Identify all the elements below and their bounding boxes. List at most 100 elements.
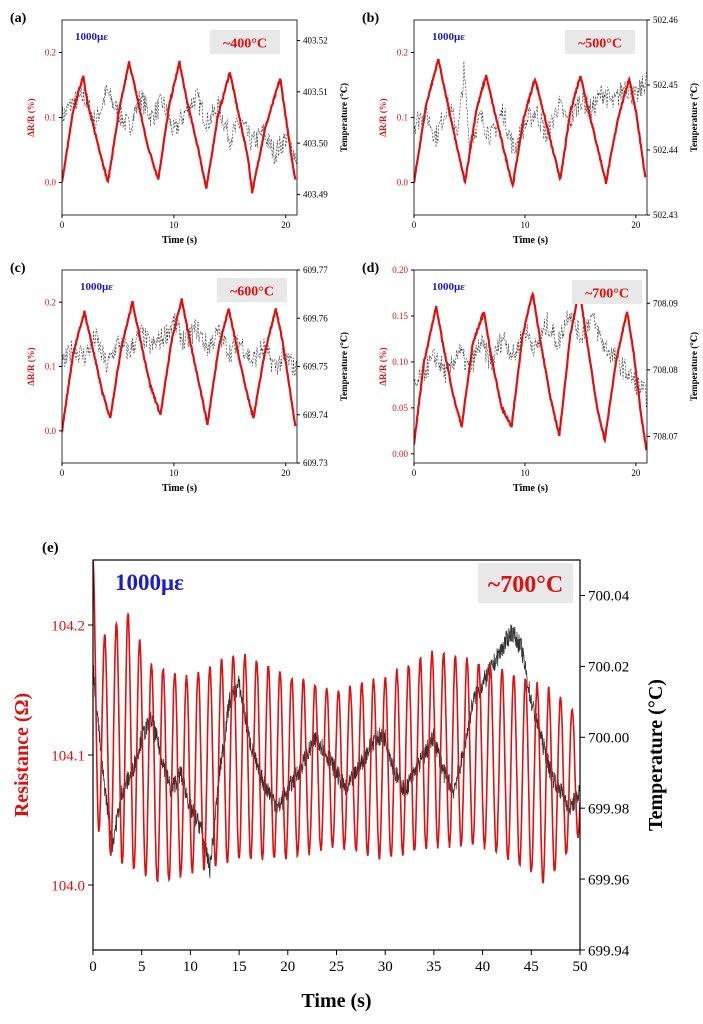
panel-a: 0 10 20 0.0 0.1 0.2 403.49 403.50 403.51 403.52 Ti… bbox=[10, 11, 349, 246]
temp-badge-bg-e bbox=[478, 563, 573, 603]
x-tick-label-a: 10 bbox=[169, 220, 179, 230]
y-left-tick-label-a: 0.2 bbox=[45, 48, 56, 58]
x-tick-label-a: 0 bbox=[60, 220, 65, 230]
y-left-axis-title-b: ΔR/R (%) bbox=[378, 98, 388, 136]
x-tick-label-e: 10 bbox=[183, 959, 198, 975]
y-right-tick-label-c: 609.73 bbox=[303, 458, 328, 468]
y-right-axis-title-e: Temperature (°C) bbox=[645, 679, 667, 831]
y-left-tick-label-c: 0.1 bbox=[45, 362, 56, 372]
temperature-line-a bbox=[62, 84, 297, 165]
panel-c: 0 10 20 0.0 0.1 0.2 609.73 609.74 609.75 609.76 60… bbox=[10, 261, 349, 494]
x-tick-label-a: 20 bbox=[281, 220, 291, 230]
x-tick-label-e: 20 bbox=[280, 959, 295, 975]
panel-e: 0 5 10 15 20 25 30 35 40 45 50 104.0 104.1 104.2 699.9… bbox=[11, 540, 667, 1012]
y-right-tick-label-e: 700.02 bbox=[588, 660, 629, 676]
axes-frame-d bbox=[413, 269, 648, 464]
x-tick-label-b: 10 bbox=[520, 220, 530, 230]
temp-badge-bg-c bbox=[217, 278, 287, 302]
x-tick-label-e: 40 bbox=[475, 959, 490, 975]
y-left-tick-label-a: 0.0 bbox=[45, 178, 57, 188]
x-tick-label-c: 10 bbox=[169, 468, 179, 478]
x-tick-label-e: 5 bbox=[138, 959, 146, 975]
y-left-tick-label-d: 0.10 bbox=[392, 357, 408, 367]
temp-badge-bg-a bbox=[210, 30, 280, 54]
y-right-tick-label-a: 403.49 bbox=[303, 190, 328, 200]
x-tick-label-d: 0 bbox=[412, 468, 417, 478]
y-left-tick-label-e: 104.1 bbox=[51, 748, 85, 764]
y-left-tick-label-e: 104.2 bbox=[51, 618, 85, 634]
y-right-axis-title-d: Temperature (℃) bbox=[689, 332, 699, 401]
strain-label-c: 1000με bbox=[80, 281, 113, 293]
x-tick-label-e: 15 bbox=[232, 959, 247, 975]
y-right-tick-label-c: 609.77 bbox=[303, 265, 328, 275]
y-right-tick-label-e: 699.98 bbox=[588, 801, 629, 817]
y-right-tick-label-b: 502.43 bbox=[653, 210, 678, 220]
temp-badge-d: ~700°C bbox=[585, 286, 629, 301]
y-left-axis-title-a: ΔR/R (%) bbox=[26, 98, 36, 136]
temp-badge-bg-d bbox=[572, 280, 642, 304]
y-left-axis-title-c: ΔR/R (%) bbox=[26, 347, 36, 385]
y-right-tick-label-a: 403.50 bbox=[303, 138, 328, 148]
resistance-line-c bbox=[62, 298, 297, 433]
x-axis-title-d: Time (s) bbox=[513, 483, 548, 494]
x-axis-title-c: Time (s) bbox=[162, 483, 197, 494]
temp-badge-e: ~700°C bbox=[488, 572, 563, 598]
temperature-line-e bbox=[93, 624, 580, 879]
y-left-tick-label-d: 0.15 bbox=[392, 311, 408, 321]
y-left-tick-label-c: 0.2 bbox=[45, 297, 56, 307]
y-right-tick-label-e: 699.96 bbox=[588, 872, 630, 888]
temperature-line-c bbox=[62, 313, 297, 379]
x-axis-title-b: Time (s) bbox=[513, 235, 548, 246]
resistance-line-b bbox=[414, 58, 647, 189]
y-left-tick-label-c: 0.0 bbox=[45, 426, 57, 436]
resistance-line-a bbox=[62, 60, 297, 194]
x-tick-label-b: 0 bbox=[412, 220, 417, 230]
x-tick-label-e: 50 bbox=[573, 959, 588, 975]
temp-badge-bg-b bbox=[565, 30, 635, 54]
y-left-tick-label-b: 0.1 bbox=[397, 113, 408, 123]
y-right-tick-label-d: 708.07 bbox=[653, 432, 678, 442]
x-tick-label-e: 35 bbox=[426, 959, 441, 975]
resistance-line-e bbox=[93, 560, 580, 884]
x-axis-title-a: Time (s) bbox=[162, 235, 197, 246]
strain-label-b: 1000με bbox=[432, 31, 465, 43]
y-right-tick-label-d: 708.09 bbox=[653, 298, 678, 308]
y-right-tick-label-b: 502.46 bbox=[653, 15, 678, 25]
x-tick-label-e: 25 bbox=[329, 959, 344, 975]
y-right-tick-label-b: 502.44 bbox=[653, 145, 678, 155]
y-right-tick-label-d: 708.08 bbox=[653, 365, 678, 375]
panel-d: 0 10 20 0.00 0.05 0.10 0.15 0.20 708.07 708.08 708… bbox=[362, 261, 699, 494]
panel-label-c: (c) bbox=[10, 261, 26, 276]
x-axis-title-e: Time (s) bbox=[301, 990, 371, 1012]
y-right-tick-label-b: 502.45 bbox=[653, 80, 678, 90]
y-left-tick-label-b: 0.2 bbox=[397, 48, 408, 58]
panel-label-e: (e) bbox=[42, 540, 59, 556]
panel-label-a: (a) bbox=[10, 11, 27, 26]
x-tick-label-e: 30 bbox=[378, 959, 393, 975]
temperature-line-d bbox=[414, 310, 647, 408]
x-tick-label-e: 45 bbox=[524, 959, 539, 975]
strain-label-d: 1000με bbox=[432, 281, 465, 293]
y-right-tick-label-a: 403.51 bbox=[303, 87, 328, 97]
y-left-axis-title-e: Resistance (Ω) bbox=[11, 693, 33, 817]
x-tick-label-c: 20 bbox=[281, 468, 291, 478]
y-left-tick-label-d: 0.00 bbox=[392, 449, 408, 459]
x-tick-label-d: 10 bbox=[520, 468, 530, 478]
strain-label-a: 1000με bbox=[75, 31, 108, 43]
y-right-tick-label-c: 609.74 bbox=[303, 410, 328, 420]
y-right-tick-label-c: 609.75 bbox=[303, 362, 328, 372]
y-right-axis-title-a: Temperature (℃) bbox=[339, 83, 349, 152]
y-left-tick-label-a: 0.1 bbox=[45, 113, 56, 123]
x-tick-label-d: 20 bbox=[631, 468, 641, 478]
x-tick-label-b: 20 bbox=[631, 220, 641, 230]
temp-badge-b: ~500°C bbox=[578, 36, 622, 51]
y-left-tick-label-d: 0.05 bbox=[392, 403, 408, 413]
temp-badge-a: ~400°C bbox=[223, 36, 267, 51]
y-right-axis-title-c: Temperature (℃) bbox=[339, 332, 349, 401]
temp-badge-c: ~600°C bbox=[230, 284, 274, 299]
y-left-tick-label-d: 0.20 bbox=[392, 265, 408, 275]
y-right-tick-label-e: 700.00 bbox=[588, 731, 629, 747]
y-right-tick-label-a: 403.52 bbox=[303, 36, 328, 46]
y-right-tick-label-c: 609.76 bbox=[303, 313, 328, 323]
